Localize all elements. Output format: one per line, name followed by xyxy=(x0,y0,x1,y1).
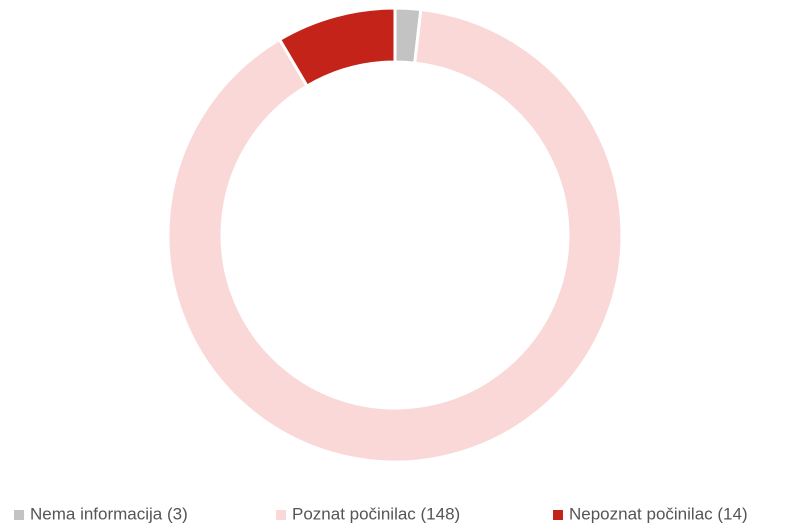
legend-label: Nepoznat počinilac (14) xyxy=(569,504,748,523)
legend-label: Nema informacija (3) xyxy=(30,504,188,523)
legend-swatch xyxy=(14,510,24,520)
donut-slice xyxy=(277,6,397,89)
legend-label: Poznat počinilac (148) xyxy=(292,504,460,523)
legend-swatch xyxy=(553,510,563,520)
donut-slice xyxy=(166,7,624,464)
legend-swatch xyxy=(276,510,286,520)
